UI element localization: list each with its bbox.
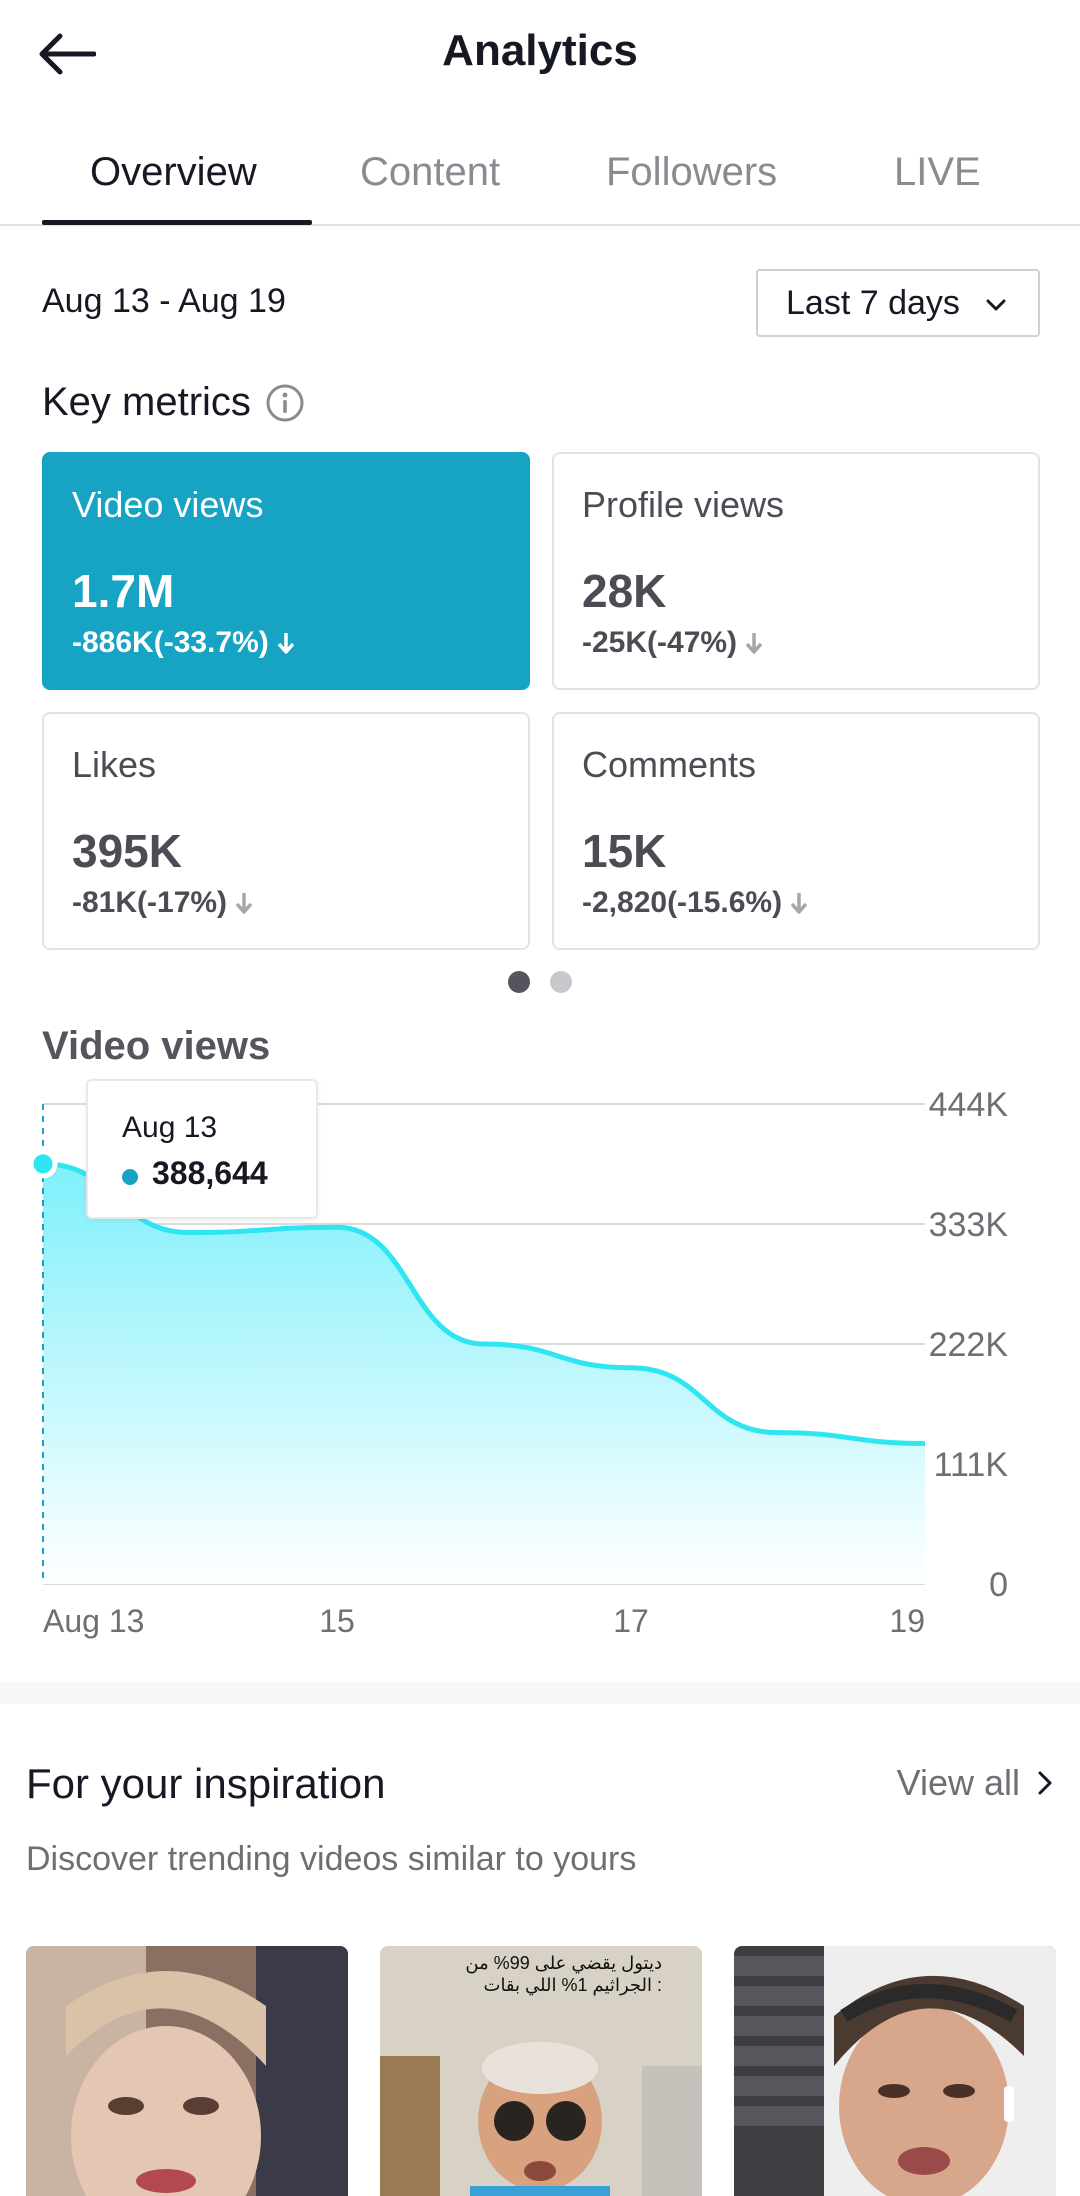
y-tick-label: 111K: [934, 1446, 1009, 1484]
tooltip-value: 388,644: [152, 1155, 268, 1191]
info-icon[interactable]: [265, 383, 305, 423]
tab-bar: Overview Content Followers LIVE: [0, 130, 1080, 226]
metric-value: 15K: [582, 825, 667, 877]
chart-data-point-selected[interactable]: [28, 1149, 58, 1179]
y-tick-label: 0: [989, 1566, 1008, 1604]
arrow-down-icon: [745, 631, 763, 655]
metric-change: -25K(-47%): [582, 626, 763, 660]
tooltip-date: Aug 13: [122, 1111, 218, 1144]
view-all-link[interactable]: View all: [897, 1762, 1054, 1804]
tab-followers[interactable]: Followers: [606, 150, 778, 194]
metric-value: 1.7M: [72, 565, 175, 617]
y-tick-label: 444K: [929, 1086, 1009, 1124]
tab-live[interactable]: LIVE: [894, 150, 981, 194]
chevron-down-icon: [986, 299, 1006, 311]
chart-series-line: [42, 1161, 926, 1446]
date-range-select[interactable]: Last 7 days: [756, 269, 1040, 337]
tooltip-series-dot: [122, 1169, 138, 1185]
metric-value: 28K: [582, 565, 667, 617]
metric-change: -886K(-33.7%): [72, 626, 295, 660]
chart-tooltip: Aug 13 388,644: [86, 1079, 318, 1219]
metric-label: Video views: [72, 484, 264, 525]
y-tick-label: 333K: [929, 1206, 1009, 1244]
video-views-chart[interactable]: 444K 333K 222K 111K 0 Aug 13 15 17 19: [0, 1080, 1080, 1640]
chevron-right-icon: [1038, 1771, 1052, 1795]
y-tick-label: 222K: [929, 1326, 1009, 1364]
metric-value: 395K: [72, 825, 182, 877]
metric-card-video-views[interactable]: Video views 1.7M -886K(-33.7%): [42, 452, 530, 690]
thumbnail-caption: ديتول يقضي على 99% من الجراثيم 1% اللي ب…: [465, 1953, 662, 1995]
chart-title: Video views: [42, 1024, 271, 1068]
metric-change-text: -2,820(-15.6%): [582, 886, 783, 919]
trending-video-thumbnail-3[interactable]: [734, 1946, 1056, 2196]
header: Analytics: [0, 0, 1080, 108]
metric-card-comments[interactable]: Comments 15K -2,820(-15.6%): [552, 712, 1040, 950]
back-button[interactable]: [36, 24, 108, 84]
metric-label: Comments: [582, 744, 757, 785]
x-tick-label: Aug 13: [43, 1603, 144, 1639]
chart-area-fill: [43, 1163, 925, 1584]
key-metrics-title: Key metrics: [42, 380, 305, 425]
metric-change-text: -886K(-33.7%): [72, 626, 269, 659]
pagination-dot[interactable]: [550, 971, 572, 993]
arrow-down-icon: [790, 891, 808, 915]
arrow-down-icon: [235, 891, 253, 915]
section-divider: [0, 1682, 1080, 1704]
pagination-dots: [508, 971, 572, 993]
metric-change: -81K(-17%): [72, 886, 253, 920]
x-tick-label: 15: [319, 1603, 355, 1639]
video-thumbnail-image: [380, 1946, 702, 2196]
metric-card-profile-views[interactable]: Profile views 28K -25K(-47%): [552, 452, 1040, 690]
trending-video-thumbnail-1[interactable]: [26, 1946, 348, 2196]
view-all-label: View all: [896, 1762, 1020, 1803]
pagination-dot-active[interactable]: [508, 971, 530, 993]
video-thumbnail-image: [734, 1946, 1056, 2196]
active-tab-indicator: [42, 220, 312, 225]
metric-card-likes[interactable]: Likes 395K -81K(-17%): [42, 712, 530, 950]
metric-change: -2,820(-15.6%): [582, 886, 808, 920]
video-thumbnail-image: [26, 1946, 348, 2196]
key-metrics-label: Key metrics: [42, 380, 251, 424]
date-range-label: Aug 13 - Aug 19: [42, 282, 286, 320]
x-tick-label: 17: [613, 1603, 649, 1639]
date-range-select-value: Last 7 days: [786, 283, 960, 322]
arrow-left-icon: [39, 33, 96, 75]
metric-label: Likes: [72, 744, 157, 785]
metric-label: Profile views: [582, 484, 785, 525]
x-tick-label: 19: [889, 1603, 925, 1639]
metric-change-text: -81K(-17%): [72, 886, 228, 919]
trending-video-thumbnail-2[interactable]: ديتول يقضي على 99% من الجراثيم 1% اللي ب…: [380, 1946, 702, 2196]
arrow-down-icon: [277, 631, 295, 655]
tab-content[interactable]: Content: [360, 150, 501, 194]
page-title: Analytics: [442, 26, 638, 75]
inspiration-title: For your inspiration: [26, 1760, 386, 1807]
inspiration-subtitle: Discover trending videos similar to your…: [26, 1840, 637, 1878]
metric-change-text: -25K(-47%): [582, 626, 738, 659]
tab-overview[interactable]: Overview: [90, 150, 257, 194]
